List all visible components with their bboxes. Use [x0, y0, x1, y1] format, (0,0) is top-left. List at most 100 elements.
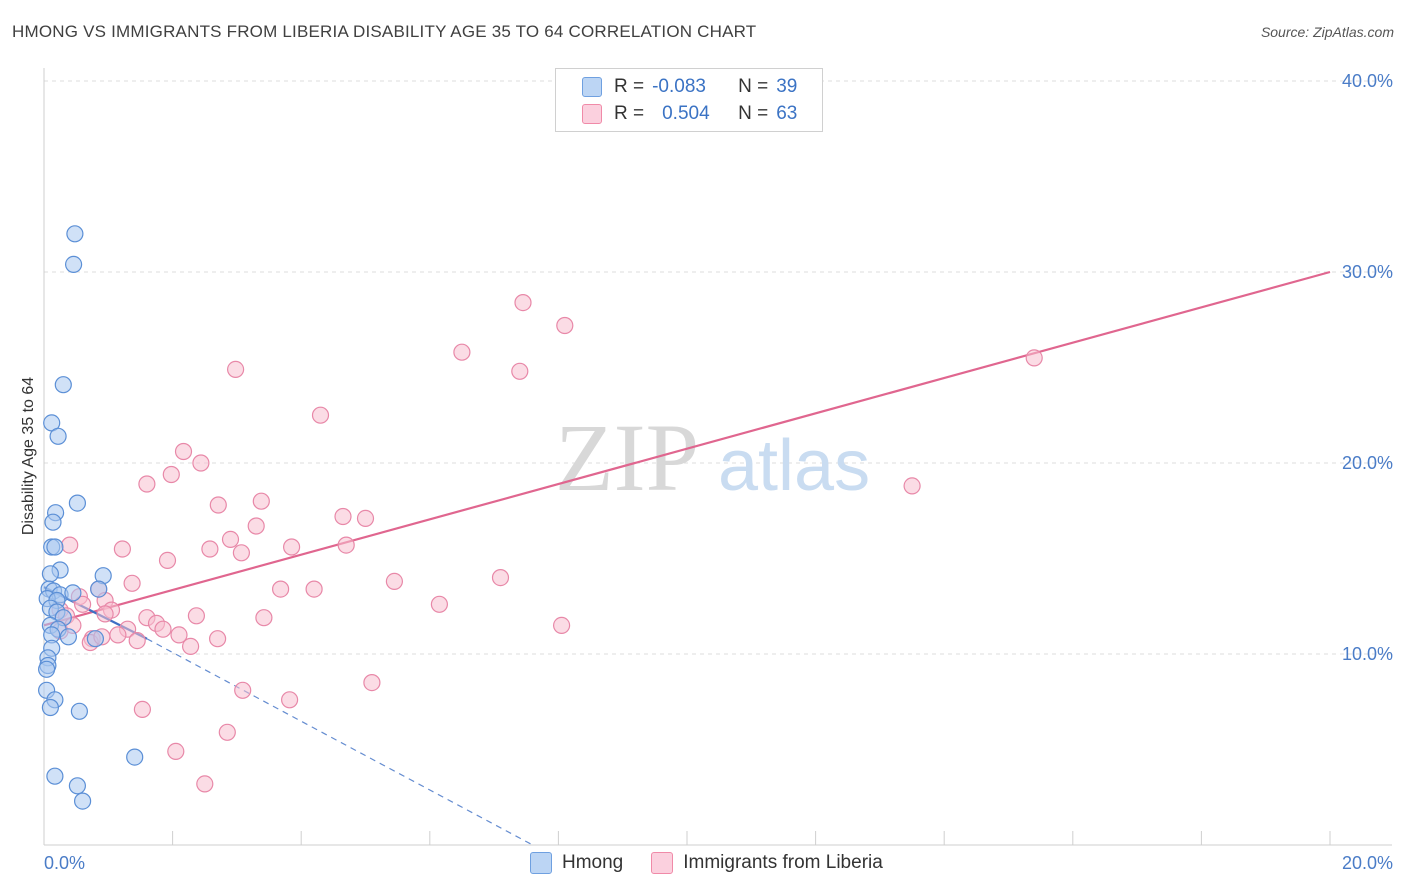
hmong-point [64, 584, 82, 602]
hmong-point [64, 255, 83, 273]
legend-label-liberia: Immigrants from Liberia [683, 852, 883, 873]
liberia-point [170, 626, 188, 644]
liberia-point [363, 673, 381, 692]
liberia-point [283, 538, 301, 556]
watermark-zip: ZIP [555, 404, 699, 511]
liberia-point [281, 691, 299, 709]
watermark: ZIP atlas [555, 404, 870, 511]
liberia-point [182, 637, 200, 656]
x-tick-label: 20.0% [1342, 853, 1393, 873]
y-tick-label: 20.0% [1342, 453, 1393, 473]
hmong-point [44, 513, 62, 531]
liberia-point [123, 574, 141, 592]
hmong-point [90, 580, 108, 598]
legend-r-label: R = [614, 76, 645, 97]
correlation-legend: R = -0.083 N = 39 R = 0.504 N = 63 [555, 68, 823, 132]
liberia-point [552, 616, 571, 635]
hmong-point [68, 494, 87, 512]
y-tick-label: 10.0% [1342, 644, 1393, 664]
liberia-point [61, 536, 79, 554]
liberia-point [158, 551, 177, 570]
x-tick-label: 0.0% [44, 853, 85, 873]
hmong-point [66, 225, 84, 243]
liberia-point [903, 477, 921, 495]
hmong-point [54, 376, 72, 394]
legend-swatch-liberia [582, 104, 602, 124]
data-points [37, 225, 1043, 810]
legend-item-hmong: Hmong [530, 852, 623, 874]
liberia-point [109, 626, 127, 644]
liberia-point [255, 609, 273, 627]
hmong-point [46, 767, 64, 785]
liberia-point [209, 496, 227, 514]
liberia-point [133, 700, 151, 719]
liberia-point [556, 316, 574, 335]
legend-label-hmong: Hmong [562, 852, 624, 873]
source-label: Source: ZipAtlas.com [1260, 24, 1394, 40]
legend-swatch-hmong [582, 77, 602, 97]
liberia-point [453, 343, 471, 361]
liberia-point [356, 509, 375, 528]
liberia-point [113, 540, 132, 558]
liberia-point [196, 775, 214, 793]
liberia-point [430, 595, 448, 613]
gridlines [44, 80, 1392, 655]
liberia-point [162, 465, 180, 484]
x-tick-labels: 0.0% 20.0% [44, 853, 1393, 873]
chart-title: HMONG VS IMMIGRANTS FROM LIBERIA DISABIL… [12, 22, 757, 41]
legend-n-value: 63 [776, 103, 798, 124]
hmong-point [70, 702, 89, 720]
liberia-point [514, 294, 532, 312]
liberia-point [192, 454, 210, 472]
liberia-point [167, 742, 185, 761]
y-tick-label: 30.0% [1342, 262, 1393, 282]
hmong-point [59, 628, 78, 646]
liberia-point [337, 536, 355, 554]
liberia-point [174, 442, 193, 461]
legend-row-hmong: R = -0.083 N = 39 [582, 75, 797, 99]
watermark-atlas: atlas [718, 426, 870, 506]
axes [43, 68, 1392, 846]
liberia-point [234, 681, 252, 699]
hmong-point [68, 777, 87, 795]
legend-row-liberia: R = 0.504 N = 63 [582, 102, 797, 126]
y-tick-label: 40.0% [1342, 71, 1393, 91]
liberia-point [1025, 349, 1043, 367]
legend-n-label: N = [738, 103, 769, 124]
legend-r-label: R = [614, 103, 645, 124]
hmong-point [86, 630, 105, 648]
legend-swatch-hmong [530, 852, 552, 874]
hmong-point [126, 748, 144, 766]
legend-n-label: N = [738, 76, 769, 97]
liberia-point [311, 406, 330, 424]
liberia-point [187, 607, 205, 625]
liberia-point [247, 517, 265, 535]
hmong-trend-extension [146, 638, 533, 846]
legend-item-liberia: Immigrants from Liberia [651, 852, 883, 874]
y-tick-labels: 10.0% 20.0% 30.0% 40.0% [1342, 71, 1393, 664]
liberia-point [305, 580, 323, 598]
legend-n-value: 39 [776, 76, 798, 97]
liberia-point [227, 360, 245, 378]
liberia-point [73, 595, 92, 613]
liberia-point [232, 544, 250, 562]
y-axis-label: Disability Age 35 to 64 [20, 377, 37, 535]
legend-r-value: -0.083 [652, 76, 706, 97]
series-legend: Hmong Immigrants from Liberia [530, 852, 911, 874]
liberia-point [385, 572, 403, 591]
liberia-point [491, 568, 510, 587]
hmong-point [37, 660, 56, 678]
liberia-point [138, 475, 156, 493]
hmong-point [46, 538, 64, 556]
legend-r-value: 0.504 [662, 103, 710, 124]
liberia-point [252, 492, 270, 510]
liberia-point [218, 723, 236, 741]
hmong-point [41, 565, 60, 583]
liberia-point [334, 507, 352, 526]
liberia-point [209, 630, 227, 648]
legend-swatch-liberia [651, 852, 674, 874]
liberia-point [201, 540, 219, 558]
hmong-point [73, 792, 92, 810]
liberia-point [272, 580, 290, 598]
